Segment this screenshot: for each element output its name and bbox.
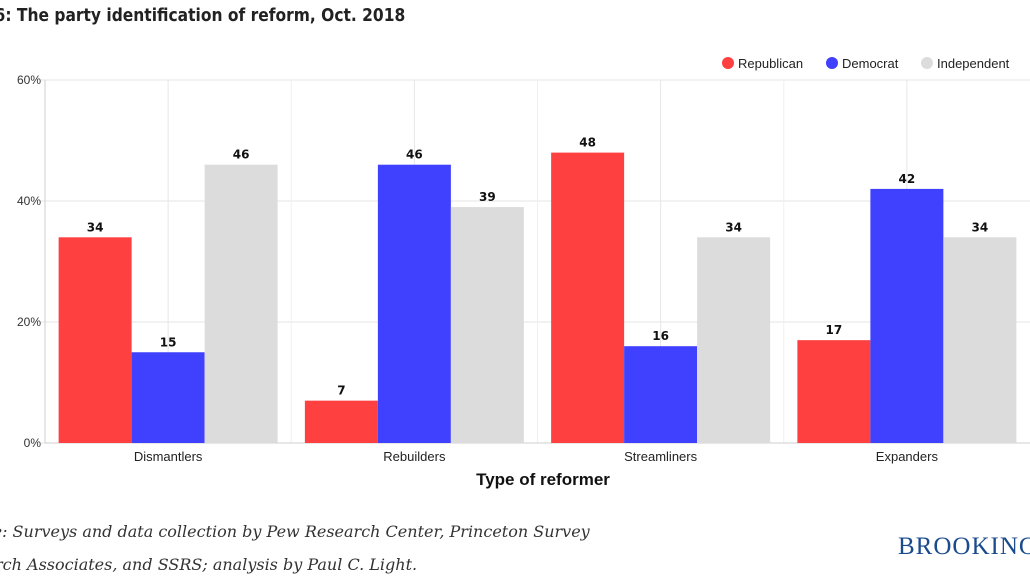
bar-democrat-rebuilders [377, 164, 451, 443]
data-label: 46 [233, 148, 250, 162]
data-label: 16 [652, 329, 669, 343]
bar-independent-expanders [943, 237, 1017, 443]
bar-independent-dismantlers [204, 164, 278, 443]
data-label: 42 [899, 172, 916, 186]
legend-label-republican: Republican [738, 56, 803, 71]
bar-republican-expanders [797, 340, 871, 443]
y-tick-label: 0% [24, 436, 42, 450]
data-label: 34 [87, 220, 104, 234]
data-label: 46 [406, 148, 423, 162]
x-tick-label: Expanders [876, 449, 939, 464]
x-tick-label: Dismantlers [134, 449, 203, 464]
bar-republican-rebuilders [304, 400, 378, 443]
source-note-line-2: earch Associates, and SSRS; analysis by … [0, 555, 418, 574]
data-label: 15 [160, 335, 177, 349]
y-tick-label: 60% [17, 73, 41, 87]
y-tick-label: 40% [17, 194, 41, 208]
data-labels: 34 15 46 7 46 39 48 16 34 17 42 34 [87, 136, 988, 398]
y-tick-label: 20% [17, 315, 41, 329]
bar-democrat-dismantlers [131, 352, 205, 443]
data-label: 39 [479, 190, 496, 204]
source-note-line-1: rce: Surveys and data collection by Pew … [0, 522, 590, 541]
legend-marker-independent [921, 57, 933, 69]
x-tick-label: Rebuilders [383, 449, 446, 464]
legend-marker-democrat [826, 57, 838, 69]
x-axis: Dismantlers Rebuilders Streamliners Expande… [134, 449, 939, 464]
x-axis-title: Type of reformer [476, 470, 610, 489]
data-label: 48 [579, 136, 596, 150]
bars [58, 152, 1017, 443]
data-label: 17 [826, 323, 843, 337]
legend: Republican Democrat Independent [722, 56, 1010, 71]
bar-independent-rebuilders [450, 207, 524, 443]
bar-chart: 0% 20% 40% 60% 34 15 46 7 46 39 48 16 34 17 42 34 Dism… [17, 56, 1030, 489]
legend-label-democrat: Democrat [842, 56, 899, 71]
data-label: 34 [725, 220, 742, 234]
data-label: 34 [972, 220, 989, 234]
bar-democrat-streamliners [624, 346, 698, 443]
x-tick-label: Streamliners [624, 449, 697, 464]
legend-label-independent: Independent [937, 56, 1010, 71]
brookings-logo: BROOKINGS [898, 533, 1030, 560]
data-label: 7 [337, 384, 345, 398]
chart-title: ure 6: The party identification of refor… [0, 5, 406, 26]
bar-republican-dismantlers [58, 237, 132, 443]
bar-republican-streamliners [551, 152, 625, 443]
bar-democrat-expanders [870, 188, 944, 443]
bar-independent-streamliners [697, 237, 771, 443]
legend-marker-republican [722, 57, 734, 69]
